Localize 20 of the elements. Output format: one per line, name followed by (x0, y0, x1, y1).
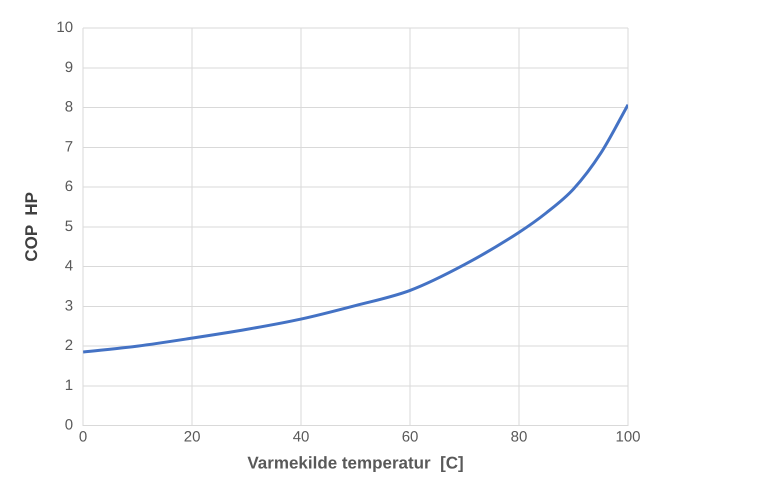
x-tick-label: 40 (292, 428, 310, 446)
y-tick-label: 7 (64, 138, 74, 156)
x-axis-title: Varmekilde temperatur [C] (247, 453, 464, 472)
y-tick-label: 6 (64, 178, 74, 196)
y-tick-label: 8 (64, 98, 74, 116)
y-tick-label: 2 (64, 337, 74, 354)
y-tick-label: 9 (64, 58, 74, 76)
y-tick-label: 3 (64, 297, 74, 314)
y-tick-label: 10 (56, 19, 74, 36)
y-tick-label: 0 (64, 416, 74, 434)
x-tick-label: 60 (402, 428, 418, 446)
x-tick-label: 80 (510, 428, 528, 446)
y-tick-label: 1 (64, 376, 74, 394)
line-series (83, 103, 628, 354)
x-tick-label: 20 (184, 428, 200, 446)
y-tick-label: 4 (64, 258, 74, 275)
x-tick-label: 0 (78, 428, 88, 446)
y-tick-label: 5 (64, 218, 74, 235)
x-tick-label: 100 (615, 428, 641, 446)
y-axis-title: COP HP (22, 192, 41, 262)
